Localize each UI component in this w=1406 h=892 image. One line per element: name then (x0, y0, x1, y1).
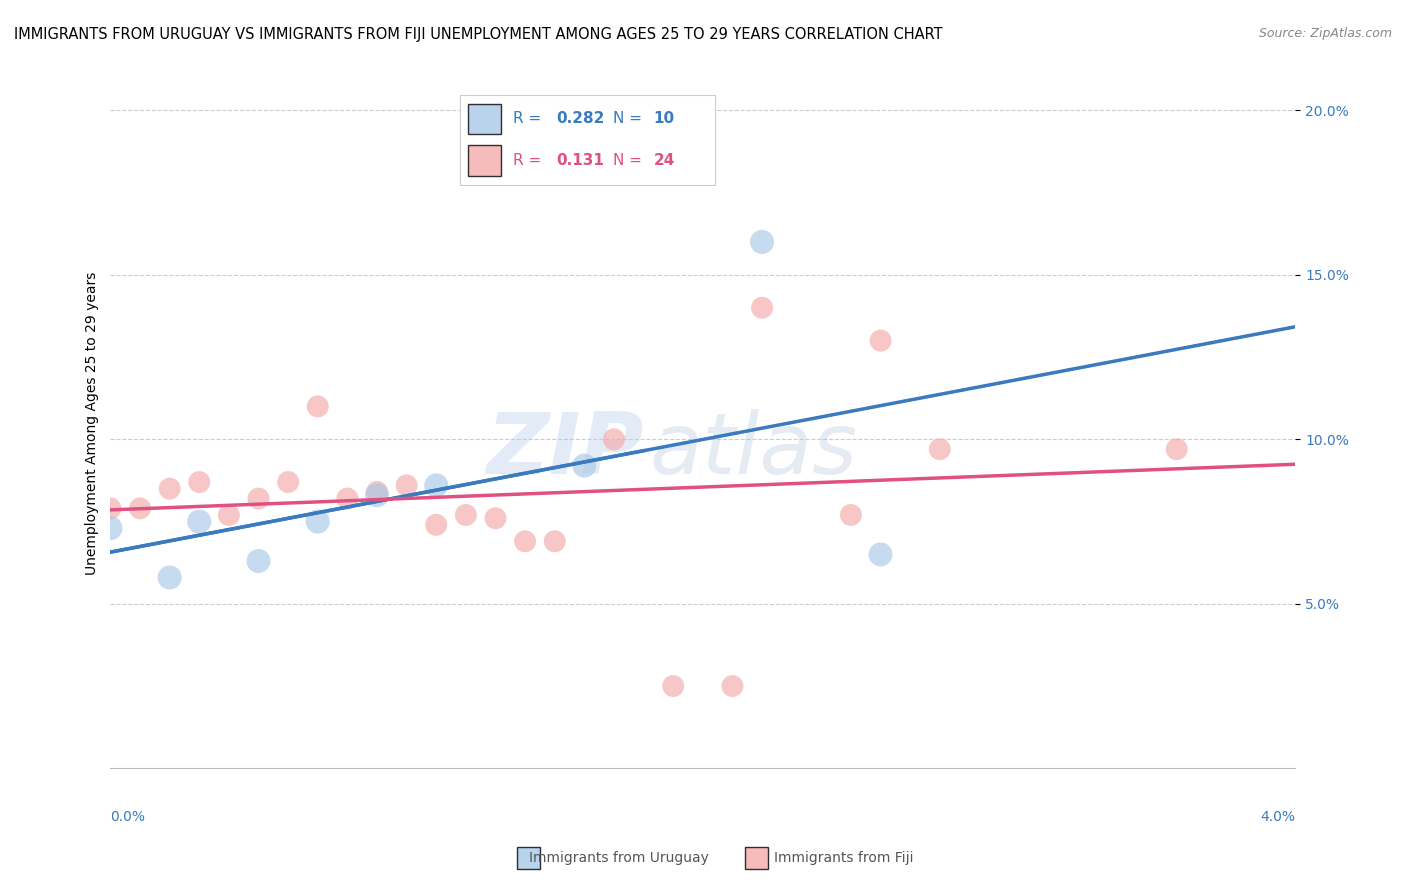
Point (928, 442, 950, 457)
Point (721, 679, 744, 693)
Point (307, 400, 329, 414)
Text: 0.0%: 0.0% (111, 810, 145, 823)
Text: atlas: atlas (650, 409, 858, 492)
Point (869, 334, 891, 348)
Text: IMMIGRANTS FROM URUGUAY VS IMMIGRANTS FROM FIJI UNEMPLOYMENT AMONG AGES 25 TO 29: IMMIGRANTS FROM URUGUAY VS IMMIGRANTS FR… (14, 27, 942, 42)
Point (454, 508, 477, 522)
Point (544, 534, 567, 549)
Point (425, 478, 447, 492)
Point (751, 235, 773, 249)
Point (100, 501, 122, 516)
Point (129, 501, 152, 516)
Point (366, 484, 388, 499)
Point (336, 491, 359, 506)
Point (425, 517, 447, 532)
Point (484, 511, 506, 525)
Point (159, 570, 181, 584)
Point (1166, 442, 1188, 457)
Point (513, 534, 536, 549)
Point (869, 548, 891, 562)
Point (247, 554, 270, 568)
Text: ZIP: ZIP (486, 409, 644, 492)
Point (603, 432, 626, 446)
Text: Immigrants from Fiji: Immigrants from Fiji (773, 851, 914, 865)
Text: 4.0%: 4.0% (1260, 810, 1295, 823)
Point (366, 488, 388, 502)
Point (100, 521, 122, 535)
Point (188, 515, 211, 529)
Point (395, 478, 418, 492)
Point (839, 508, 862, 522)
Point (188, 475, 211, 489)
Point (751, 301, 773, 315)
Point (574, 458, 596, 473)
Text: Source: ZipAtlas.com: Source: ZipAtlas.com (1258, 27, 1392, 40)
Text: Immigrants from Uruguay: Immigrants from Uruguay (529, 851, 709, 865)
Point (662, 679, 685, 693)
Y-axis label: Unemployment Among Ages 25 to 29 years: Unemployment Among Ages 25 to 29 years (86, 271, 100, 574)
Point (218, 508, 240, 522)
Point (159, 482, 181, 496)
Point (247, 491, 270, 506)
Point (307, 515, 329, 529)
Point (277, 475, 299, 489)
